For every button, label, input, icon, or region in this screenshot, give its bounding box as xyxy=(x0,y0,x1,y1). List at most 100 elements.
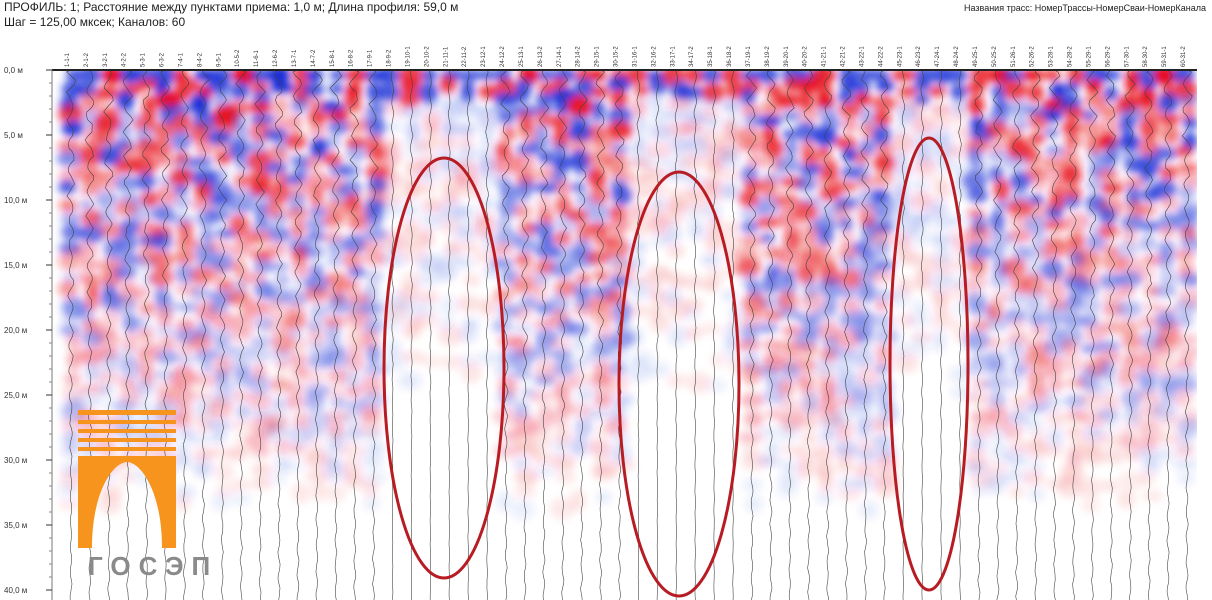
amplitude-blob xyxy=(841,254,857,271)
amplitude-blob xyxy=(1086,233,1106,251)
amplitude-blob xyxy=(1000,468,1027,484)
amplitude-blob xyxy=(1003,424,1023,440)
amplitude-blob xyxy=(1159,225,1176,239)
trace-label: 25-13-1 xyxy=(519,46,525,67)
amplitude-blob xyxy=(1048,273,1065,290)
trace-wiggle xyxy=(973,70,984,600)
amplitude-blob xyxy=(569,369,589,388)
amplitude-blob xyxy=(1083,92,1108,109)
amplitude-blob xyxy=(399,79,421,94)
trace-label: 47-24-1 xyxy=(935,46,941,67)
amplitude-blob xyxy=(906,225,931,247)
amplitude-blob xyxy=(1079,268,1101,286)
amplitude-blob xyxy=(604,237,630,260)
amplitude-blob xyxy=(304,427,327,440)
amplitude-blob xyxy=(228,139,249,161)
amplitude-blob xyxy=(177,221,194,241)
trace-label: 3-2-1 xyxy=(103,52,109,67)
amplitude-blob xyxy=(304,218,327,231)
trace-label: 55-29-1 xyxy=(1086,46,1092,67)
amplitude-blob xyxy=(324,323,342,344)
amplitude-blob xyxy=(66,333,82,350)
amplitude-blob xyxy=(339,179,363,198)
amplitude-blob xyxy=(587,249,610,266)
amplitude-blob xyxy=(1008,409,1028,425)
amplitude-blob xyxy=(875,364,890,375)
amplitude-blob xyxy=(762,339,781,351)
amplitude-blob xyxy=(287,113,303,133)
amplitude-blob xyxy=(328,293,349,316)
amplitude-blob xyxy=(682,274,706,290)
amplitude-blob xyxy=(873,238,890,259)
amplitude-blob xyxy=(341,458,362,479)
amplitude-blob xyxy=(548,338,571,349)
amplitude-blob xyxy=(700,128,723,151)
trace-wiggle xyxy=(254,70,266,600)
amplitude-blob xyxy=(985,472,1006,494)
amplitude-blob xyxy=(1007,291,1029,306)
amplitude-blob xyxy=(779,398,800,410)
amplitude-blob xyxy=(1025,299,1044,315)
amplitude-blob xyxy=(226,290,251,306)
amplitude-blob xyxy=(970,435,986,452)
amplitude-blob xyxy=(58,499,82,510)
amplitude-blob xyxy=(800,291,825,313)
amplitude-blob xyxy=(586,408,611,420)
trace-wiggle xyxy=(1163,70,1173,600)
amplitude-blob xyxy=(814,82,833,99)
amplitude-blob xyxy=(795,175,818,192)
amplitude-blob xyxy=(1043,70,1061,81)
trace-wiggle xyxy=(311,70,323,600)
amplitude-blob xyxy=(726,245,741,266)
amplitude-blob xyxy=(532,221,555,236)
amplitude-blob xyxy=(98,147,123,166)
amplitude-blob xyxy=(1079,391,1103,409)
amplitude-blob xyxy=(1029,112,1049,130)
amplitude-blob xyxy=(187,433,213,446)
amplitude-blob xyxy=(811,70,836,85)
amplitude-blob xyxy=(496,491,512,512)
amplitude-blob xyxy=(443,354,463,370)
trace-label: 8-4-2 xyxy=(197,52,203,67)
amplitude-blob xyxy=(100,169,121,180)
amplitude-blob xyxy=(1121,387,1143,409)
amplitude-blob xyxy=(309,206,327,218)
amplitude-blob xyxy=(476,159,499,181)
amplitude-blob xyxy=(519,123,537,143)
logo-text: ГОСЭП xyxy=(88,551,218,581)
amplitude-blob xyxy=(699,323,723,335)
amplitude-blob xyxy=(549,497,575,520)
amplitude-blob xyxy=(1047,378,1065,391)
amplitude-blob xyxy=(211,311,237,330)
amplitude-blob xyxy=(441,119,458,138)
trace-wiggle xyxy=(348,70,360,600)
amplitude-blob xyxy=(363,496,380,510)
amplitude-blob xyxy=(552,410,569,428)
amplitude-blob xyxy=(1041,391,1062,412)
amplitude-blob xyxy=(1139,234,1157,252)
amplitude-blob xyxy=(249,101,271,114)
amplitude-blob xyxy=(933,214,957,230)
amplitude-blob xyxy=(270,95,290,117)
amplitude-blob xyxy=(300,370,326,384)
amplitude-blob xyxy=(1174,444,1195,457)
amplitude-blob xyxy=(759,455,780,466)
amplitude-blob xyxy=(777,473,800,488)
amplitude-blob xyxy=(550,348,573,361)
amplitude-blob xyxy=(177,354,196,367)
amplitude-blob xyxy=(669,135,691,155)
amplitude-blob xyxy=(1114,319,1140,337)
amplitude-blob xyxy=(794,121,818,142)
amplitude-blob xyxy=(872,124,891,146)
amplitude-blob xyxy=(511,428,533,450)
amplitude-blob xyxy=(1099,117,1121,137)
amplitude-blob xyxy=(1175,367,1197,383)
amplitude-blob xyxy=(1173,299,1197,316)
amplitude-blob xyxy=(646,362,670,377)
amplitude-blob xyxy=(169,168,193,186)
amplitude-blob xyxy=(625,360,651,383)
amplitude-blob xyxy=(721,227,741,249)
amplitude-blob xyxy=(969,257,988,276)
amplitude-blob xyxy=(1172,456,1197,471)
amplitude-blob xyxy=(1158,432,1182,445)
